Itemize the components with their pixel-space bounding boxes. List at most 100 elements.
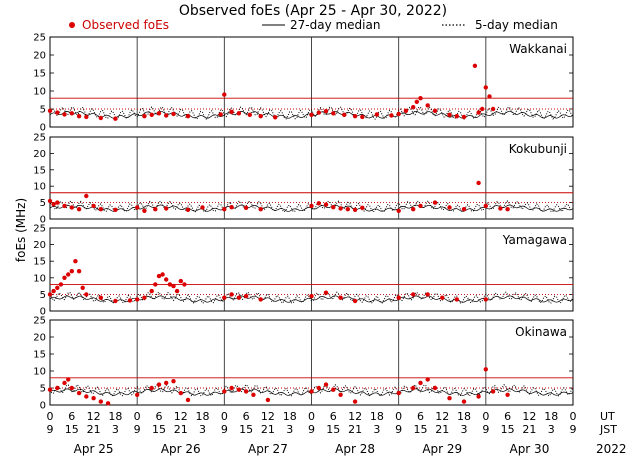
median-5day-line [49,383,574,397]
observed-point [309,112,314,118]
observed-point [505,392,510,397]
observed-point [229,292,234,297]
observed-point [483,297,488,302]
observed-point [352,207,358,212]
observed-point [396,111,401,117]
x-tick-jst: 15 [65,423,79,436]
x-tick-jst: 21 [348,423,362,436]
y-tick-label: 20 [33,149,46,160]
x-tick-jst: 21 [435,423,449,436]
observed-point [414,99,419,105]
x-tick-jst: 21 [261,423,275,436]
observed-point [47,198,53,204]
observed-point [316,201,321,206]
panel-wakkanai: 0 5 10 15 20 25 Wakkanai [33,33,574,134]
ut-row-label: UT [600,410,615,423]
x-tick-jst: 3 [112,423,119,436]
observed-point [396,295,401,300]
observed-point [476,394,481,399]
observed-point [62,380,67,386]
observed-point [331,111,336,116]
observed-point [352,399,358,404]
observed-point [396,390,401,396]
observed-point [265,397,271,403]
observed-point [243,293,249,299]
observed-point [374,112,380,117]
observed-point [164,380,169,386]
observed-point [316,110,321,115]
observed-point [80,285,85,290]
panels: 0 5 10 15 20 25 Wakkanai 0 5 10 15 20 25 Kokubunji 0 5 1… [33,33,574,412]
observed-point [91,396,96,401]
observed-point [135,205,140,210]
y-tick-label: 10 [33,87,46,98]
observed-point [331,387,336,392]
observed-point [153,282,158,287]
observed-point [69,269,75,274]
observed-point [323,109,329,114]
observed-point [472,63,478,68]
panel-okinawa: 0 5 10 15 20 25 Okinawa [33,316,574,412]
observed-point [142,114,147,119]
observed-point [76,207,82,212]
observed-point [331,205,336,210]
observed-point [447,112,452,118]
observed-point [309,203,314,209]
x-tick-jst: 9 [134,423,141,436]
x-tick-jst: 21 [174,423,188,436]
y-tick-label: 25 [33,133,46,144]
y-tick-label: 20 [33,333,46,344]
observed-point [178,390,183,396]
observed-point [352,114,358,119]
observed-point [62,112,67,117]
observed-point [76,114,82,119]
observed-point [490,106,496,112]
x-tick-jst: 21 [87,423,101,436]
legend-5day-label: 5-day median [475,18,558,32]
observed-point [156,111,162,116]
observed-point [182,282,187,287]
observed-point [418,203,423,209]
observed-point [476,180,481,186]
observed-point [229,205,234,210]
observed-point [454,114,459,119]
observed-point [243,205,249,210]
observed-point [454,297,459,302]
observed-point [55,285,60,290]
y-tick-label: 0 [40,123,46,134]
observed-point [236,111,242,116]
observed-point [425,377,430,382]
x-tick-ut: 0 [570,410,577,423]
observed-point [258,297,263,302]
x-tick-ut: 12 [348,410,362,423]
panel-kokubunji: 0 5 10 15 20 25 Kokubunji [33,133,574,226]
observed-point [418,380,423,386]
observed-point [432,200,438,205]
y-tick-label: 0 [40,307,46,318]
jst-row-label: JST [599,423,617,436]
observed-point [425,103,430,108]
y-tick-label: 0 [40,215,46,226]
station-label: Kokubunji [509,142,567,156]
observed-point [66,272,71,277]
observed-point [461,114,467,120]
y-tick-label: 15 [33,69,46,80]
observed-point [84,394,89,399]
observed-point [487,94,492,99]
legend-27day-label: 27-day median [290,18,380,32]
legend: Observed foEs 27-day median 5-day median [69,18,558,32]
x-tick-ut: 18 [457,410,471,423]
y-tick-label: 5 [40,290,46,301]
observed-point [258,207,263,212]
observed-point [171,379,176,384]
observed-point [47,387,53,392]
observed-point [127,298,133,303]
x-tick-jst: 15 [413,423,427,436]
y-tick-label: 10 [33,182,46,193]
observed-point [84,292,89,297]
observed-point [490,389,496,394]
y-tick-label: 15 [33,257,46,268]
observed-point [316,385,321,391]
observed-point [84,193,89,199]
observed-point [69,205,75,210]
